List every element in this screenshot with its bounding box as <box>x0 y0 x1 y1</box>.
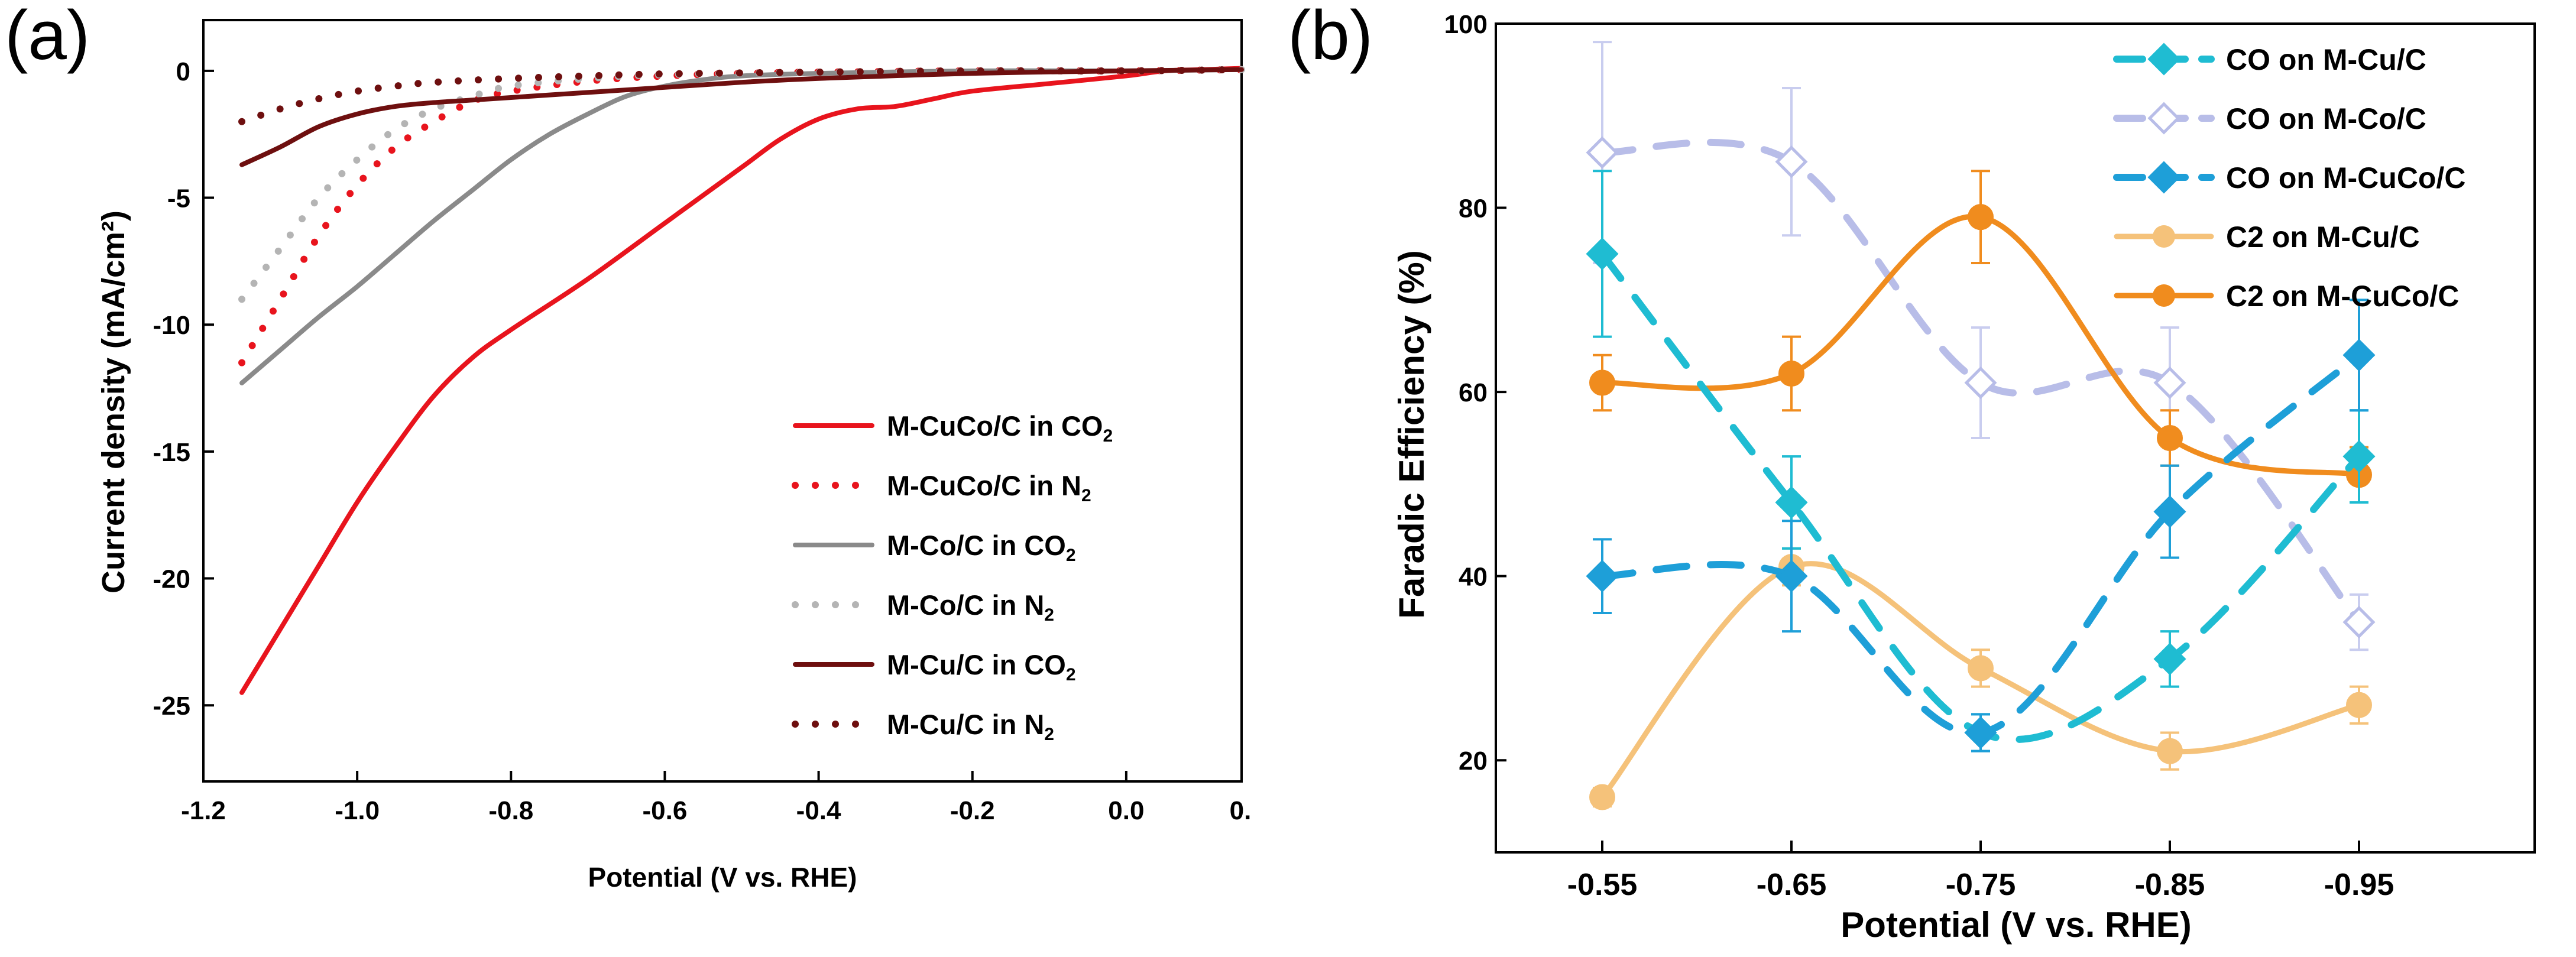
panel-b-y-tick-label: 40 <box>1459 563 1488 592</box>
panel-b-data-point <box>2346 692 2372 718</box>
panel-b-data-point <box>1968 655 1994 682</box>
panel-a-x-tick-label: -0.4 <box>796 796 841 825</box>
panel-b-y-axis-title: Faradic Efficiency (%) <box>1392 250 1431 619</box>
panel-b-data-point <box>2157 738 2183 764</box>
panel-b-data-point <box>1589 369 1615 396</box>
panel-b-data-point <box>1775 486 1808 519</box>
panel-b-x-tick-label: -0.95 <box>2324 868 2394 902</box>
panel-b-y-tick-label: 100 <box>1444 10 1488 39</box>
panel-b-data-point <box>1968 204 1994 231</box>
panel-b-y-tick-label: 20 <box>1459 747 1488 776</box>
panel-a-legend-label: M-CuCo/C in N2 <box>887 470 1091 505</box>
panel-a-x-tick-label: -0.6 <box>643 796 688 825</box>
panel-b-data-point <box>2342 339 2376 372</box>
panel-b-chart: (b) -0.55 -0.65 -0.75 -0.85 -0.95 20 40 60 80 10… <box>1288 0 2536 945</box>
panel-b-legend-marker <box>2153 225 2175 248</box>
panel-b-data-point <box>2342 440 2376 473</box>
panel-b-legend-label: C2 on M-CuCo/C <box>2226 280 2459 313</box>
panel-a-series-line-4 <box>238 66 1245 303</box>
panel-b-series-4 <box>1589 547 2372 810</box>
panel-b-plot-frame <box>1495 22 2536 854</box>
panel-b-data-point <box>1586 560 1619 593</box>
panel-b-data-point <box>2153 366 2186 400</box>
panel-b-legend-label: CO on M-Co/C <box>2226 102 2426 135</box>
panel-b-data-point <box>1586 237 1619 270</box>
panel-a-y-tick-label: -5 <box>167 184 190 213</box>
panel-a-series-line-2 <box>238 66 1245 366</box>
panel-b-label: (b) <box>1288 0 1373 74</box>
panel-a-y-tick-label: 0 <box>176 57 190 86</box>
panel-a-chart: (a) -1.2 -1.0 -0.8 -0.6 -0.4 -0.2 0.0 0. 0 -5 -10… <box>5 0 1251 893</box>
panel-b-data-point <box>1775 145 1808 179</box>
panel-a-series-line-3 <box>239 67 1244 385</box>
panel-a-y-tick-label: -25 <box>153 692 190 721</box>
panel-b-legend-marker <box>2153 284 2175 307</box>
panel-b-legend: CO on M-Cu/C CO on M-Co/C CO on M-CuCo/C C2… <box>2113 43 2465 313</box>
panel-b-data-point <box>1964 366 1997 400</box>
panel-b-data-point <box>1964 716 1997 750</box>
panel-b-data-point <box>2153 495 2186 528</box>
panel-b-series-3 <box>1586 299 2376 752</box>
panel-b-legend-label: C2 on M-Cu/C <box>2226 220 2420 254</box>
panel-a-y-tick-label: -20 <box>153 565 190 594</box>
panel-a-legend-label: M-Cu/C in CO2 <box>887 649 1076 685</box>
panel-a-y-tick-label: -10 <box>153 311 190 340</box>
panel-a-x-axis-title: Potential (V vs. RHE) <box>588 862 857 893</box>
panel-b-x-tick-label: -0.65 <box>1757 868 1827 902</box>
panel-b-legend-label: CO on M-Cu/C <box>2226 43 2426 76</box>
panel-a-x-tick-label: -1.2 <box>181 796 226 825</box>
panel-b-x-tick-label: -0.55 <box>1567 868 1638 902</box>
panel-a-series-line-1 <box>239 66 1244 695</box>
panel-a-plot-frame <box>202 19 1243 783</box>
panel-a-x-tick-label: -0.2 <box>950 796 995 825</box>
panel-a-x-tick-label: -0.8 <box>488 796 533 825</box>
panel-b-x-tick-label: -0.75 <box>1946 868 2016 902</box>
panel-b-legend-marker <box>2147 43 2180 76</box>
panel-a-legend-label: M-CuCo/C in CO2 <box>887 410 1113 446</box>
panel-b-y-tick-label: 60 <box>1459 378 1488 407</box>
panel-b-data-point <box>2342 606 2376 639</box>
panel-a-label: (a) <box>5 0 90 74</box>
panel-a-x-tick-label: 0. <box>1230 796 1252 825</box>
panel-a-y-tick-label: -15 <box>153 438 190 467</box>
panel-b-legend-label: CO on M-CuCo/C <box>2226 161 2465 194</box>
panel-b-data-point <box>2157 425 2183 451</box>
panel-a-y-axis-title: Current density (mA/cm²) <box>96 210 131 593</box>
panel-a-legend-label: M-Co/C in CO2 <box>887 530 1076 565</box>
panel-a-x-tick-label: 0.0 <box>1108 796 1144 825</box>
panel-a-legend-label: M-Cu/C in N2 <box>887 709 1054 744</box>
panel-b-data-point <box>1778 360 1804 387</box>
panel-b-data-point <box>1589 784 1615 810</box>
panel-b-legend-marker <box>2147 161 2180 194</box>
panel-b-x-axis-title: Potential (V vs. RHE) <box>1841 905 2191 945</box>
panel-a-legend: M-CuCo/C in CO2 M-CuCo/C in N2 M-Co/C in C… <box>792 410 1113 744</box>
panel-b-x-tick-label: -0.85 <box>2135 868 2205 902</box>
panel-b-data-point <box>1586 136 1619 169</box>
panel-a-legend-label: M-Co/C in N2 <box>887 589 1054 625</box>
panel-a-series-line-6 <box>238 66 1245 125</box>
panel-a-x-tick-label: -1.0 <box>335 796 380 825</box>
panel-b-series-2 <box>1586 41 2376 651</box>
panel-b-legend-marker <box>2147 102 2180 135</box>
panel-b-data-point <box>2153 643 2186 676</box>
panel-b-series-line <box>1599 561 2362 800</box>
panel-b-data-point <box>1775 560 1808 593</box>
panel-b-y-tick-label: 80 <box>1459 194 1488 223</box>
